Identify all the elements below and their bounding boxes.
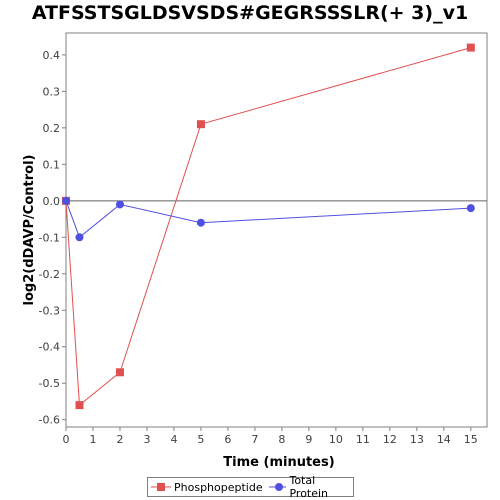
data-point-phosphopeptide	[115, 368, 124, 377]
data-point-total-protein	[196, 218, 205, 227]
y-tick-label: 0.0	[43, 195, 61, 208]
x-tick-label: 12	[383, 433, 397, 446]
x-tick-label: 3	[143, 433, 150, 446]
x-tick-label: 9	[305, 433, 312, 446]
y-tick-label: -0.2	[39, 268, 60, 281]
data-point-phosphopeptide	[75, 401, 84, 410]
chart-title: ATFSSTSGLDSVSDS#GEGRSSSLR(+ 3)_v1	[31, 2, 469, 24]
series-total-protein	[62, 196, 475, 242]
x-tick-label: 7	[251, 433, 258, 446]
y-tick-label: -0.6	[39, 414, 60, 427]
x-tick-label: 8	[278, 433, 285, 446]
data-point-total-protein	[115, 200, 124, 209]
x-tick-label: 1	[89, 433, 96, 446]
data-point-phosphopeptide	[196, 120, 205, 129]
x-tick-label: 15	[464, 433, 478, 446]
y-tick-label: -0.1	[39, 231, 60, 244]
x-tick-label: 0	[63, 433, 70, 446]
legend-label-phosphopeptide: Phosphopeptide	[174, 480, 263, 494]
y-tick-label: 0.1	[43, 158, 61, 171]
y-tick-label: 0.3	[43, 85, 61, 98]
x-tick-label: 13	[410, 433, 424, 446]
axes-layer: 0 1 2 3 4 5 6 7 8 9 10 11 12 13 14 15-0.6-0.5-0.4-0.3-0…	[39, 49, 487, 446]
data-point-total-protein	[62, 196, 70, 205]
x-tick-label: 2	[116, 433, 123, 446]
legend-swatch-phosphopeptide	[151, 483, 171, 491]
x-tick-label: 4	[170, 433, 177, 446]
x-tick-label: 6	[224, 433, 231, 446]
data-point-total-protein	[75, 233, 84, 242]
x-tick-label: 14	[437, 433, 451, 446]
x-axis-label: Time (minutes)	[223, 455, 334, 470]
legend-item-total-protein: Total Protein	[268, 474, 350, 500]
y-tick-label: -0.5	[39, 377, 60, 390]
y-tick-label: 0.4	[43, 49, 61, 62]
y-tick-label: -0.3	[39, 304, 60, 317]
series-layer	[62, 43, 475, 410]
y-tick-label: 0.2	[43, 122, 61, 135]
plot-area	[65, 32, 488, 428]
legend-swatch-total-protein	[268, 483, 287, 491]
x-tick-label: 5	[197, 433, 204, 446]
legend-label-total-protein: Total Protein	[289, 474, 329, 500]
x-tick-label: 11	[356, 433, 370, 446]
y-axis-label: log2(dDAVP/Control)	[22, 155, 37, 306]
legend: Phosphopeptide Total Protein	[147, 474, 354, 500]
data-point-phosphopeptide	[466, 43, 475, 52]
y-tick-label: -0.4	[39, 341, 60, 354]
data-point-total-protein	[466, 204, 475, 213]
x-tick-label: 10	[329, 433, 343, 446]
legend-item-phosphopeptide: Phosphopeptide	[151, 481, 263, 494]
